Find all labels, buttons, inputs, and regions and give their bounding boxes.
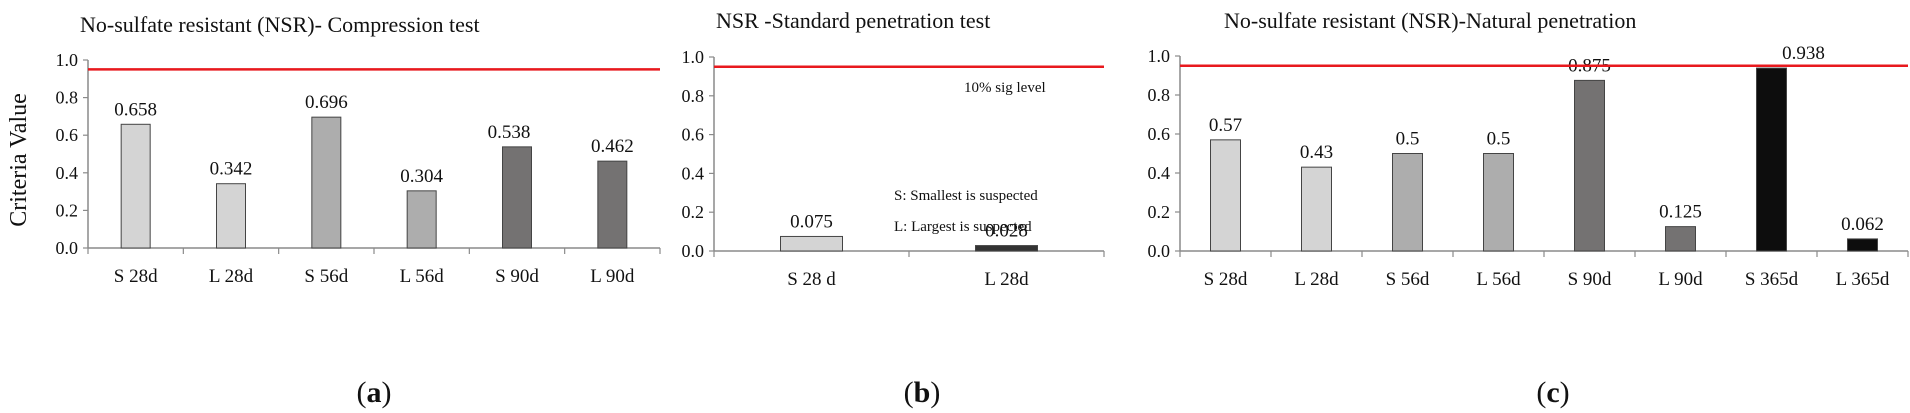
y-tick-label: 1.0 bbox=[56, 50, 79, 70]
data-label: 0.462 bbox=[591, 136, 634, 157]
x-tick-label: L 28d bbox=[1294, 269, 1339, 290]
data-label: 0.5 bbox=[1396, 129, 1420, 150]
bar-s-90d bbox=[502, 146, 532, 249]
x-tick-label: L 28d bbox=[209, 266, 254, 287]
bar-s-28d bbox=[120, 123, 151, 249]
y-tick-label: 0.6 bbox=[682, 125, 705, 145]
y-tick-label: 0.0 bbox=[682, 241, 705, 261]
y-tick-label: 0.6 bbox=[1148, 124, 1171, 144]
data-label: 0.696 bbox=[305, 92, 348, 113]
data-label: 0.658 bbox=[114, 99, 157, 120]
y-tick-label: 0.2 bbox=[1148, 202, 1171, 222]
x-tick-label: L 90d bbox=[590, 266, 635, 287]
chart-panel-a: No-sulfate resistant (NSR)- Compression … bbox=[56, 12, 661, 409]
data-label: 0.57 bbox=[1209, 115, 1242, 136]
y-tick-label: 0.6 bbox=[56, 125, 79, 145]
y-tick-label: 0.4 bbox=[1148, 163, 1171, 183]
bar-s-90d bbox=[1574, 79, 1605, 252]
x-tick-label: L 90d bbox=[1658, 269, 1703, 290]
bar-s-56d bbox=[1392, 153, 1423, 252]
y-tick-label: 1.0 bbox=[682, 47, 705, 67]
x-tick-label: S 28 d bbox=[787, 269, 836, 290]
y-tick-label: 0.2 bbox=[682, 202, 705, 222]
bar-l-365d bbox=[1847, 238, 1878, 252]
bar-l-90d bbox=[597, 160, 628, 249]
bar-l-90d bbox=[1665, 226, 1696, 252]
x-tick-label: L 28d bbox=[984, 269, 1029, 290]
data-label: 0.5 bbox=[1487, 129, 1511, 150]
chart-title: NSR -Standard penetration test bbox=[716, 8, 990, 33]
bar-l-28d bbox=[1301, 166, 1332, 252]
y-tick-label: 0.4 bbox=[56, 163, 79, 183]
annotation-note: 10% sig level bbox=[964, 80, 1046, 96]
y-tick-label: 0.8 bbox=[682, 86, 705, 106]
panel-label: (c) bbox=[1536, 376, 1569, 409]
data-label: 0.938 bbox=[1782, 43, 1825, 64]
data-label: 0.342 bbox=[210, 159, 253, 180]
annotation-note: L: Largest is suspected bbox=[894, 219, 1032, 235]
bar-s-56d bbox=[311, 116, 342, 249]
bar-l-28d bbox=[216, 183, 246, 249]
x-tick-label: S 56d bbox=[304, 266, 348, 287]
data-label: 0.43 bbox=[1300, 142, 1333, 163]
x-tick-label: L 365d bbox=[1836, 269, 1890, 290]
bar-l-56d bbox=[406, 190, 437, 249]
x-tick-label: L 56d bbox=[400, 266, 445, 287]
y-tick-label: 0.2 bbox=[56, 200, 79, 220]
data-label: 0.125 bbox=[1659, 202, 1702, 223]
x-tick-label: S 56d bbox=[1386, 269, 1430, 290]
bar-l-28d bbox=[975, 245, 1038, 252]
x-tick-label: S 90d bbox=[1568, 269, 1612, 290]
data-label: 0.304 bbox=[400, 166, 443, 187]
y-tick-label: 0.0 bbox=[56, 238, 79, 258]
x-tick-label: S 28d bbox=[1204, 269, 1248, 290]
panel-label: (b) bbox=[904, 376, 941, 409]
chart-panel-c: No-sulfate resistant (NSR)-Natural penet… bbox=[1148, 8, 1909, 409]
y-tick-label: 0.4 bbox=[682, 163, 705, 183]
bar-s-365d bbox=[1756, 67, 1787, 252]
x-tick-label: S 28d bbox=[114, 266, 158, 287]
x-tick-label: L 56d bbox=[1476, 269, 1521, 290]
bar-s-28d bbox=[1210, 139, 1241, 252]
y-tick-label: 1.0 bbox=[1148, 46, 1171, 66]
x-tick-label: S 90d bbox=[495, 266, 539, 287]
annotation-note: S: Smallest is suspected bbox=[894, 188, 1038, 204]
chart-title: No-sulfate resistant (NSR)-Natural penet… bbox=[1224, 8, 1636, 33]
data-label: 0.538 bbox=[488, 122, 531, 143]
y-tick-label: 0.0 bbox=[1148, 241, 1171, 261]
y-tick-label: 0.8 bbox=[56, 88, 79, 108]
panel-label: (a) bbox=[357, 376, 392, 409]
bar-l-56d bbox=[1483, 153, 1514, 252]
chart-panel-b: NSR -Standard penetration test 0.0 0.2 0.4 0… bbox=[682, 8, 1105, 409]
data-label: 0.028 bbox=[985, 221, 1028, 242]
y-axis-label: Criteria Value bbox=[6, 93, 32, 227]
data-label: 0.075 bbox=[790, 211, 833, 232]
y-tick-label: 0.8 bbox=[1148, 85, 1171, 105]
data-label: 0.062 bbox=[1841, 214, 1884, 235]
x-tick-label: S 365d bbox=[1745, 269, 1799, 290]
chart-title: No-sulfate resistant (NSR)- Compression … bbox=[80, 12, 480, 37]
bar-s-28-d bbox=[780, 235, 843, 252]
